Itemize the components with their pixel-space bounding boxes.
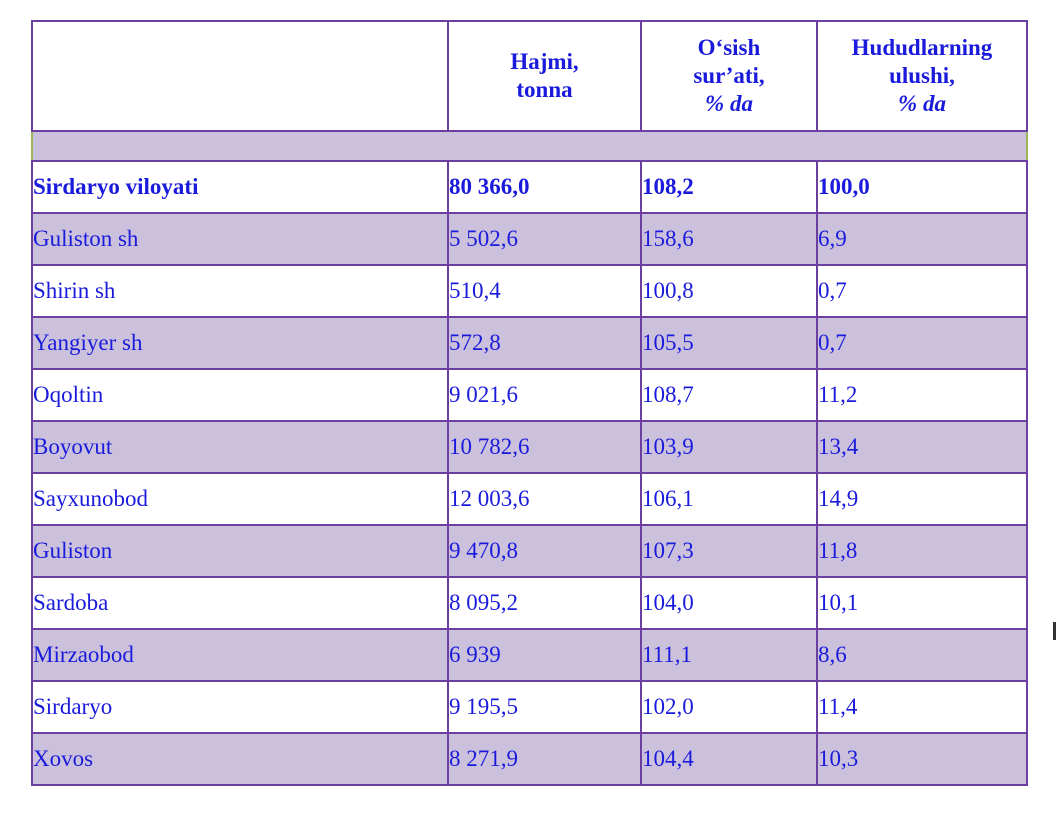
volume-cell: 6 939 [447, 628, 642, 682]
share-cell: 100,0 [816, 160, 1028, 214]
growth-cell: 108,7 [640, 368, 818, 422]
table-row: Sayxunobod 12 003,6 106,1 14,9 [31, 472, 1028, 526]
growth-cell: 104,0 [640, 576, 818, 630]
header-share-line1: Hududlarning [851, 35, 993, 60]
region-name: Shirin sh [31, 264, 449, 318]
header-region [31, 20, 449, 132]
growth-cell: 105,5 [640, 316, 818, 370]
table-row: Xovos 8 271,9 104,4 10,3 [31, 732, 1028, 786]
spacer-cell [31, 130, 449, 162]
header-growth-line2: sur’ati, [693, 63, 765, 88]
region-name: Sayxunobod [31, 472, 449, 526]
volume-cell: 80 366,0 [447, 160, 642, 214]
growth-cell: 104,4 [640, 732, 818, 786]
header-share-line2: ulushi, [889, 63, 955, 88]
volume-cell: 5 502,6 [447, 212, 642, 266]
table-row: Guliston sh 5 502,6 158,6 6,9 [31, 212, 1028, 266]
region-name: Sardoba [31, 576, 449, 630]
share-cell: 6,9 [816, 212, 1028, 266]
volume-cell: 8 095,2 [447, 576, 642, 630]
table-row-total: Sirdaryo viloyati 80 366,0 108,2 100,0 [31, 160, 1028, 214]
share-cell: 14,9 [816, 472, 1028, 526]
region-name: Mirzaobod [31, 628, 449, 682]
region-name: Yangiyer sh [31, 316, 449, 370]
header-growth: O‘sish sur’ati, % da [640, 20, 818, 132]
table-row: Guliston 9 470,8 107,3 11,8 [31, 524, 1028, 578]
header-growth-unit: % da [705, 91, 753, 116]
growth-cell: 158,6 [640, 212, 818, 266]
header-volume-line2: tonna [516, 77, 573, 102]
edge-mark [1053, 622, 1056, 640]
growth-cell: 111,1 [640, 628, 818, 682]
header-share-unit: % da [898, 91, 946, 116]
spacer-row [31, 130, 1028, 162]
table-row: Sardoba 8 095,2 104,0 10,1 [31, 576, 1028, 630]
share-cell: 13,4 [816, 420, 1028, 474]
table-row: Sirdaryo 9 195,5 102,0 11,4 [31, 680, 1028, 734]
table-row: Oqoltin 9 021,6 108,7 11,2 [31, 368, 1028, 422]
spacer-cell [447, 130, 642, 162]
share-cell: 8,6 [816, 628, 1028, 682]
region-name: Xovos [31, 732, 449, 786]
region-name: Sirdaryo viloyati [31, 160, 449, 214]
growth-cell: 107,3 [640, 524, 818, 578]
volume-cell: 9 470,8 [447, 524, 642, 578]
region-name: Guliston sh [31, 212, 449, 266]
volume-cell: 9 195,5 [447, 680, 642, 734]
share-cell: 11,8 [816, 524, 1028, 578]
spacer-cell [816, 130, 1028, 162]
region-name: Guliston [31, 524, 449, 578]
share-cell: 11,4 [816, 680, 1028, 734]
growth-cell: 103,9 [640, 420, 818, 474]
share-cell: 11,2 [816, 368, 1028, 422]
volume-cell: 510,4 [447, 264, 642, 318]
growth-cell: 100,8 [640, 264, 818, 318]
table-header-row: Hajmi, tonna O‘sish sur’ati, % da Hududl… [31, 20, 1028, 132]
region-name: Sirdaryo [31, 680, 449, 734]
share-cell: 10,3 [816, 732, 1028, 786]
header-volume-line1: Hajmi, [510, 49, 579, 74]
volume-cell: 10 782,6 [447, 420, 642, 474]
share-cell: 10,1 [816, 576, 1028, 630]
growth-cell: 108,2 [640, 160, 818, 214]
volume-cell: 9 021,6 [447, 368, 642, 422]
share-cell: 0,7 [816, 264, 1028, 318]
table-row: Yangiyer sh 572,8 105,5 0,7 [31, 316, 1028, 370]
growth-cell: 106,1 [640, 472, 818, 526]
spacer-cell [640, 130, 818, 162]
table-row: Shirin sh 510,4 100,8 0,7 [31, 264, 1028, 318]
table-row: Boyovut 10 782,6 103,9 13,4 [31, 420, 1028, 474]
volume-cell: 8 271,9 [447, 732, 642, 786]
volume-cell: 572,8 [447, 316, 642, 370]
region-name: Oqoltin [31, 368, 449, 422]
header-volume: Hajmi, tonna [447, 20, 642, 132]
region-name: Boyovut [31, 420, 449, 474]
header-growth-line1: O‘sish [697, 35, 761, 60]
header-share: Hududlarning ulushi, % da [816, 20, 1028, 132]
region-stats-table: Hajmi, tonna O‘sish sur’ati, % da Hududl… [31, 20, 1028, 786]
table-row: Mirzaobod 6 939 111,1 8,6 [31, 628, 1028, 682]
share-cell: 0,7 [816, 316, 1028, 370]
volume-cell: 12 003,6 [447, 472, 642, 526]
growth-cell: 102,0 [640, 680, 818, 734]
